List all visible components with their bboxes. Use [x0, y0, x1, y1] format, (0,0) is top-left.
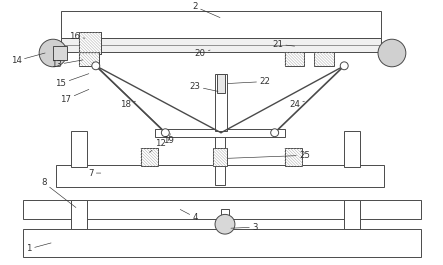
Text: 12: 12	[149, 139, 166, 152]
Text: 16: 16	[70, 32, 85, 41]
Text: 24: 24	[289, 100, 304, 109]
Text: 25: 25	[228, 151, 310, 160]
Bar	[284, 148, 303, 166]
Text: 22: 22	[228, 77, 270, 86]
Bar	[61, 11, 381, 38]
Text: 20: 20	[194, 50, 210, 59]
Text: 15: 15	[55, 74, 89, 88]
Bar	[56, 165, 384, 187]
Bar	[344, 131, 360, 167]
Text: 13: 13	[51, 60, 83, 69]
Text: 2: 2	[192, 2, 220, 17]
Text: 21: 21	[272, 40, 295, 49]
Bar	[155, 129, 284, 137]
Bar	[284, 52, 304, 66]
Text: 14: 14	[11, 53, 45, 65]
Text: 18: 18	[120, 100, 136, 109]
Bar	[71, 131, 87, 167]
Text: 1: 1	[27, 243, 51, 253]
Bar	[23, 200, 421, 219]
Bar	[140, 148, 159, 166]
Circle shape	[271, 129, 279, 137]
Bar	[315, 52, 334, 66]
Circle shape	[161, 129, 169, 137]
Circle shape	[378, 39, 406, 67]
Bar	[23, 229, 421, 257]
Text: 4: 4	[180, 209, 198, 222]
Bar	[81, 54, 99, 66]
Bar	[53, 46, 67, 60]
Text: 23: 23	[190, 82, 218, 91]
Circle shape	[92, 62, 100, 70]
Circle shape	[340, 62, 348, 70]
Text: 7: 7	[88, 169, 101, 178]
Circle shape	[39, 39, 67, 67]
Text: 19: 19	[163, 134, 174, 145]
Bar	[79, 32, 101, 54]
Text: 17: 17	[61, 89, 89, 104]
Bar	[79, 32, 101, 54]
Bar	[217, 74, 225, 93]
Bar	[79, 52, 99, 66]
Circle shape	[215, 214, 235, 234]
Text: 3: 3	[231, 223, 257, 232]
Bar	[71, 200, 87, 229]
Bar	[215, 131, 225, 185]
Bar	[61, 38, 381, 52]
Bar	[213, 148, 227, 166]
Bar	[221, 209, 229, 224]
Bar	[344, 200, 360, 229]
Text: 8: 8	[41, 178, 76, 207]
Bar	[215, 74, 227, 131]
